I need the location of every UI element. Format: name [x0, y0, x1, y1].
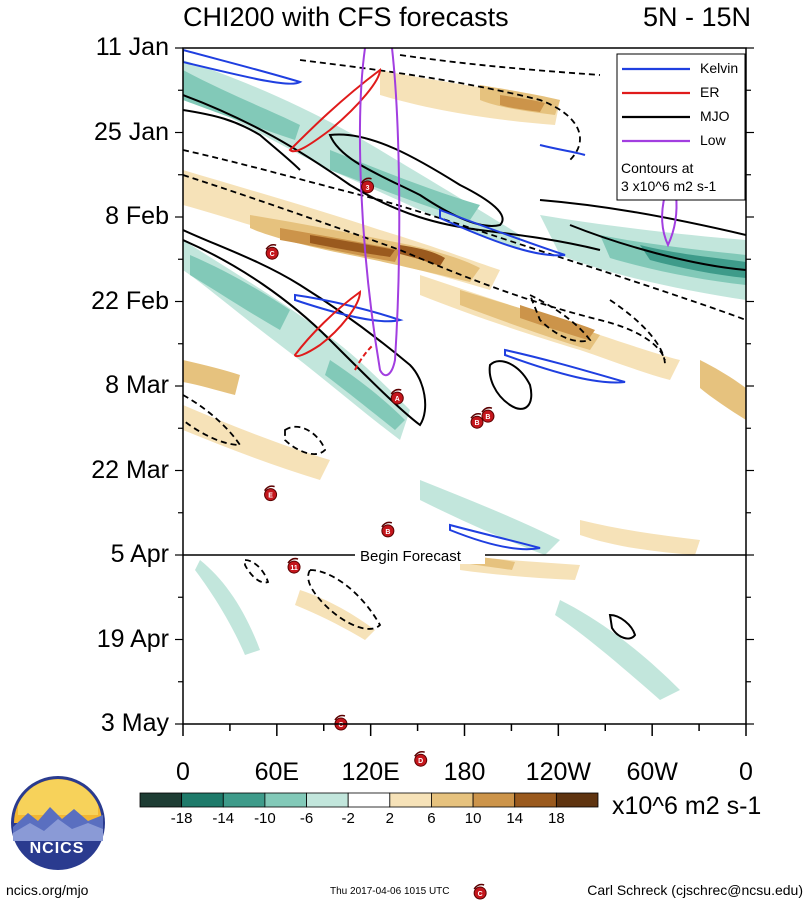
y-tick-label: 25 Jan	[93, 117, 169, 146]
svg-text:C: C	[478, 891, 483, 898]
colorbar-units: x10^6 m2 s-1	[612, 792, 762, 820]
footer-timestamp: Thu 2017-04-06 1015 UTC	[330, 886, 450, 897]
colorbar	[139, 792, 599, 808]
y-tick-label: 11 Jan	[95, 33, 169, 61]
contour-note-line1: Contours at	[621, 160, 694, 176]
storm-marker: 11	[287, 557, 301, 574]
storm-marker: E	[263, 485, 278, 502]
colorbar-level-label: -14	[212, 810, 235, 827]
x-tick-label: 60W	[626, 758, 678, 786]
colorbar-swatch	[222, 792, 266, 808]
legend-label-low: Low	[700, 132, 726, 148]
legend-label-kelvin: Kelvin	[700, 60, 739, 76]
footer-author: Carl Schreck (cjschrec@ncsu.edu)	[587, 882, 803, 898]
footer-link[interactable]: ncics.org/mjo	[6, 882, 89, 898]
x-tick-label: 60E	[254, 758, 300, 786]
y-tick-label: 22 Feb	[91, 286, 169, 315]
legend-label-mjo: MJO	[700, 108, 730, 124]
legend-label-er: ER	[700, 84, 720, 100]
svg-text:B: B	[485, 414, 490, 421]
svg-text:B: B	[474, 420, 479, 427]
storm-marker: B	[381, 521, 395, 538]
svg-text:C: C	[270, 251, 275, 258]
svg-text:11: 11	[290, 565, 298, 572]
svg-text:A: A	[395, 396, 400, 403]
colorbar-level-label: -18	[170, 810, 193, 827]
chart-title: CHI200 with CFS forecasts	[183, 2, 509, 32]
axis-ticks	[175, 47, 754, 736]
colorbar-level-label: -10	[254, 810, 276, 827]
svg-text:B: B	[385, 529, 390, 536]
colorbar-level-label: 6	[427, 810, 436, 827]
colorbar-swatch	[181, 792, 224, 808]
colorbar-swatch	[555, 792, 599, 808]
svg-text:C: C	[338, 722, 343, 729]
colorbar-swatch	[472, 792, 516, 808]
latitude-band: 5N - 15N	[642, 2, 751, 32]
colorbar-swatch	[264, 792, 307, 808]
colorbar-level-label: -2	[341, 810, 355, 827]
y-tick-label: 19 Apr	[96, 624, 169, 653]
colorbar-swatch	[514, 792, 557, 808]
y-tick-label: 8 Mar	[105, 371, 169, 399]
colorbar-level-label: 14	[506, 810, 524, 827]
x-tick-label: 0	[176, 758, 190, 786]
storm-marker: A	[390, 388, 404, 405]
svg-text:E: E	[268, 493, 273, 500]
contour-lines	[183, 48, 746, 640]
begin-forecast-label: Begin Forecast	[360, 548, 462, 565]
storm-marker: D	[414, 750, 428, 767]
colorbar-swatch	[389, 792, 432, 808]
legend	[616, 53, 746, 201]
logo-text: NCICS	[29, 840, 85, 857]
storm-marker: 3	[360, 177, 375, 194]
y-tick-label: 3 May	[100, 709, 169, 737]
colorbar-level-label: 18	[548, 810, 565, 827]
storm-marker: B	[470, 412, 484, 429]
colorbar-swatch	[431, 792, 474, 808]
x-tick-label: 120E	[341, 758, 400, 786]
contour-note-line2: 3 x10^6 m2 s-1	[621, 178, 717, 194]
colorbar-level-label: 2	[385, 810, 394, 827]
y-tick-label: 8 Feb	[105, 202, 169, 230]
y-tick-label: 22 Mar	[91, 455, 169, 484]
y-tick-label: 5 Apr	[110, 540, 169, 568]
storm-marker: C	[473, 883, 487, 900]
x-tick-label: 120W	[525, 758, 591, 786]
svg-text:D: D	[418, 758, 423, 765]
x-tick-label: 0	[739, 758, 753, 786]
colorbar-swatch	[306, 792, 349, 808]
ncics-logo	[11, 776, 105, 870]
storm-marker: B	[481, 406, 495, 423]
colorbar-swatch	[347, 792, 391, 808]
colorbar-swatch	[139, 792, 183, 808]
colorbar-level-label: 10	[464, 810, 482, 827]
colorbar-level-label: -6	[299, 810, 314, 827]
storm-marker: C	[265, 243, 279, 260]
x-tick-label: 180	[443, 758, 486, 786]
svg-text:3: 3	[366, 185, 370, 192]
